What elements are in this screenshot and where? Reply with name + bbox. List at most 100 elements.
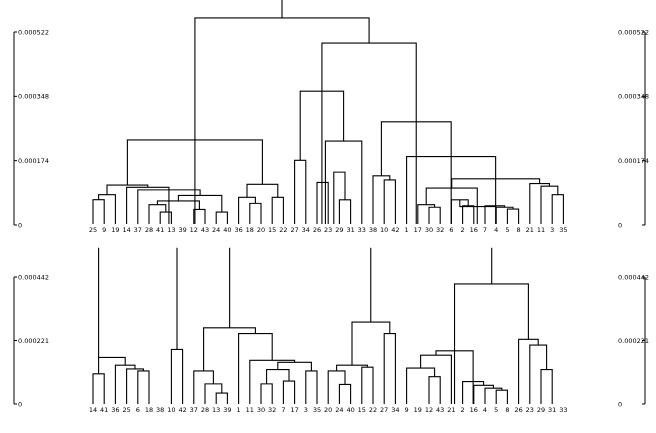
dendrogram-link [495, 389, 508, 404]
leaf-label: 29 [537, 406, 545, 414]
leaf-label: 24 [212, 226, 220, 234]
dendrogram-link [495, 206, 514, 224]
dendrogram-link [484, 387, 503, 404]
dendrogram-link [246, 183, 279, 198]
dendrogram-link [420, 354, 452, 404]
leaf-label: 9 [405, 406, 409, 414]
leaf-label: 34 [391, 406, 399, 414]
dendrogram-links [92, 247, 553, 404]
y-tick-label: 0.000442 [618, 273, 649, 281]
dendrogram-link [204, 383, 223, 404]
leaf-label: 38 [369, 226, 377, 234]
dendrogram-link [148, 204, 167, 224]
leaf-label: 17 [290, 406, 298, 414]
leaf-label: 29 [335, 226, 343, 234]
leaf-label: 15 [358, 406, 366, 414]
dendrogram-link [238, 333, 273, 404]
dendrogram-link [540, 368, 553, 404]
dendrogram-link [194, 17, 370, 224]
y-tick-label: 0.000522 [18, 28, 49, 36]
leaf-label: 37 [134, 226, 142, 234]
dendrogram-link [260, 383, 273, 404]
leaf-label: 36 [234, 226, 242, 234]
dendrogram-link [462, 205, 475, 224]
leaf-label: 38 [156, 406, 164, 414]
dendrogram-link [338, 199, 352, 224]
leaf-label: 13 [212, 406, 220, 414]
dendrogram-link [92, 373, 105, 404]
dendrogram-link [156, 200, 200, 210]
leaf-label: 42 [391, 226, 399, 234]
leaf-label: 26 [313, 226, 321, 234]
dendrogram-link [338, 383, 352, 404]
y-axis-left: 0 0.000174 0.000348 0.000522 [13, 28, 49, 229]
leaf-label: 23 [526, 406, 534, 414]
dendrogram-link [215, 211, 228, 224]
y-axis-left: 0 0.000221 0.000442 [13, 273, 49, 408]
dendrogram-link [529, 183, 550, 224]
leaf-label: 24 [335, 406, 343, 414]
dendrogram-link [540, 185, 559, 224]
leaf-label: 8 [517, 226, 521, 234]
leaf-label: 33 [559, 406, 567, 414]
dendrogram-link [333, 171, 346, 224]
dendrogram-link [126, 368, 144, 404]
dendrogram-link [294, 159, 307, 224]
dendrogram-link [193, 208, 206, 224]
leaf-label: 25 [122, 406, 130, 414]
dendrogram-link [336, 364, 368, 371]
leaf-label: 23 [324, 226, 332, 234]
dendrogram-link [170, 348, 184, 404]
leaf-label: 16 [470, 226, 478, 234]
dendrogram-link [453, 283, 529, 404]
leaf-label: 10 [380, 226, 388, 234]
leaf-label: 30 [257, 406, 265, 414]
dendrogram-link [126, 186, 170, 224]
dendrogram-link [106, 184, 149, 195]
y-tick-label: 0 [618, 221, 622, 229]
leaf-label: 27 [380, 406, 388, 414]
dendrogram-link [406, 367, 436, 404]
leaf-label: 4 [494, 226, 498, 234]
leaf-label: 9 [102, 226, 106, 234]
leaf-label: 28 [201, 406, 209, 414]
dendrogram-link [484, 205, 506, 224]
dendrogram-link [428, 206, 441, 224]
leaf-label: 10 [167, 406, 175, 414]
leaf-label: 33 [358, 226, 366, 234]
leaf-label: 21 [526, 226, 534, 234]
dendrogram-links [92, 0, 564, 224]
leaf-label: 11 [246, 406, 254, 414]
leaf-label: 19 [111, 226, 119, 234]
leaf-label: 4 [483, 406, 487, 414]
leaf-label: 2 [461, 226, 465, 234]
dendrogram-link [428, 376, 441, 404]
leaf-label: 11 [537, 226, 545, 234]
leaf-labels: 25 9 19 14 37 28 41 13 39 12 43 24 40 36 18 20 15 22 27 34 2… [89, 226, 568, 234]
leaf-label: 3 [550, 226, 554, 234]
dendrogram-link [271, 196, 284, 224]
y-tick-label: 0.000174 [18, 157, 49, 165]
dendrogram-link [238, 196, 256, 224]
leaf-label: 1 [237, 406, 241, 414]
leaf-label: 15 [268, 226, 276, 234]
dendrogram-link [417, 204, 436, 224]
leaf-label: 40 [223, 226, 231, 234]
leaf-label: 6 [136, 406, 140, 414]
leaf-label: 27 [290, 226, 298, 234]
leaf-label: 5 [505, 226, 509, 234]
dendrogram-link [203, 327, 256, 371]
leaf-label: 7 [281, 406, 285, 414]
leaf-label: 8 [505, 406, 509, 414]
leaf-label: 26 [514, 406, 522, 414]
leaf-label: 19 [414, 406, 422, 414]
leaf-label: 1 [405, 226, 409, 234]
leaf-label: 7 [483, 226, 487, 234]
dendrogram-link [361, 366, 374, 404]
dendrogram-link [249, 359, 296, 404]
leaf-label: 5 [494, 406, 498, 414]
dendrogram-link [372, 175, 391, 224]
leaf-label: 6 [449, 226, 453, 234]
